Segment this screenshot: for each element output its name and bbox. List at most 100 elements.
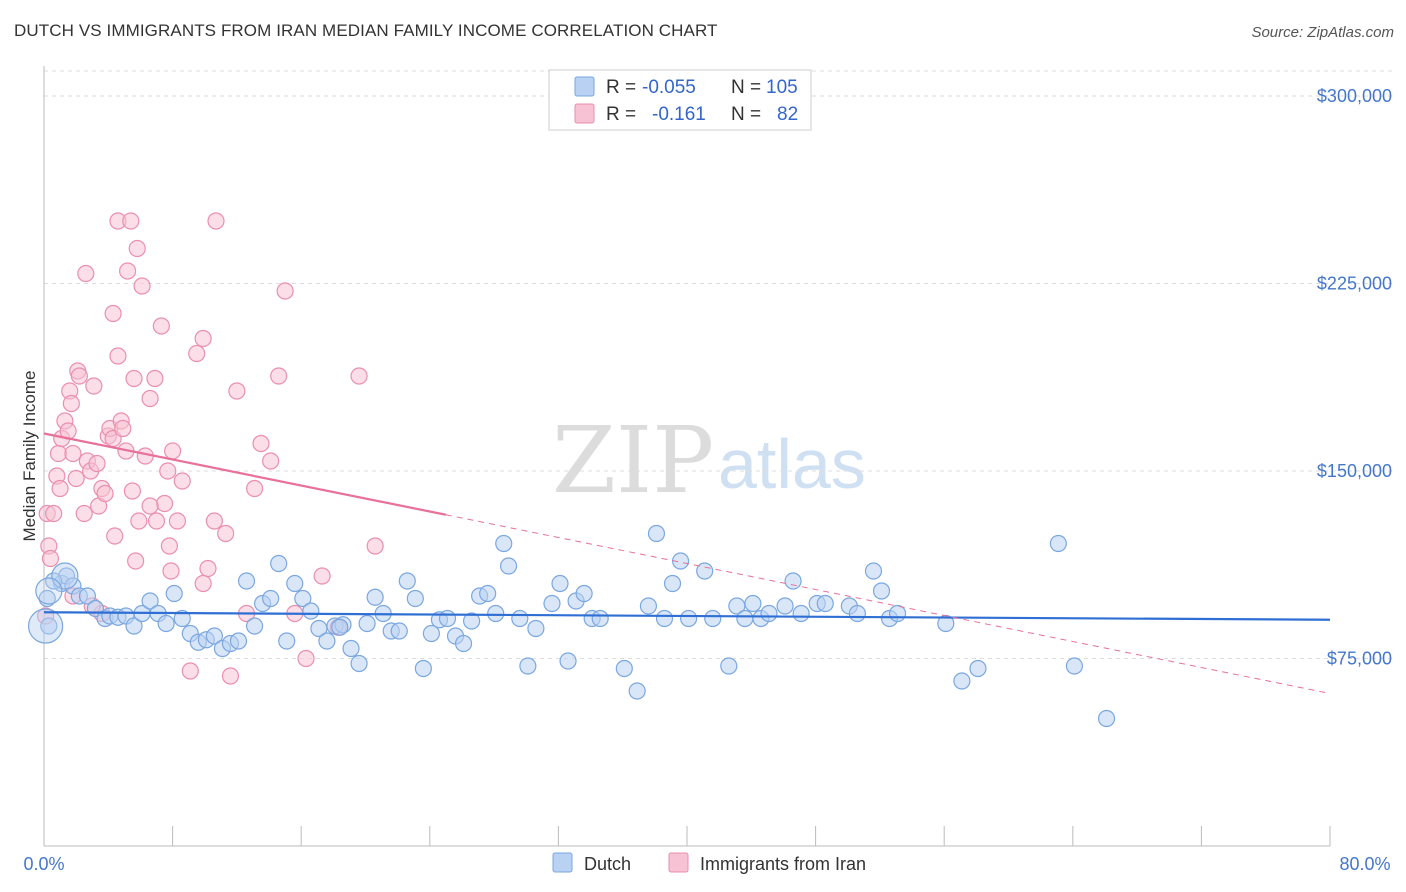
- x-tick-label-min: 0.0%: [23, 854, 64, 874]
- iran-point: [70, 367, 88, 385]
- x-ticks: [172, 826, 1331, 846]
- legend-n-label-iran: N =: [731, 104, 761, 125]
- iran-point: [199, 559, 217, 578]
- dutch-point: [639, 597, 658, 615]
- iran-point: [77, 264, 95, 283]
- iran-point: [155, 494, 174, 513]
- iran-point: [205, 512, 223, 530]
- dutch-point: [663, 574, 682, 593]
- iran-point: [162, 562, 180, 580]
- dutch-point: [527, 619, 545, 638]
- iran-point: [141, 497, 159, 515]
- iran-point: [45, 504, 63, 523]
- dutch-point: [318, 632, 336, 650]
- dutch-point: [720, 657, 738, 675]
- trend-lines: [43, 432, 1331, 694]
- dutch-point: [872, 582, 891, 600]
- iran-point: [181, 662, 199, 680]
- dutch-point: [1097, 709, 1116, 728]
- dutch-point: [398, 572, 416, 590]
- dutch-point: [543, 594, 561, 613]
- chart-title: DUTCH VS IMMIGRANTS FROM IRAN MEDIAN FAM…: [14, 21, 718, 40]
- legend-swatch-iran: [574, 103, 595, 124]
- dutch-point: [519, 657, 537, 675]
- dutch-point: [165, 584, 183, 603]
- dutch-point: [406, 589, 424, 608]
- iran-point: [207, 212, 225, 230]
- iran-point: [49, 444, 68, 463]
- dutch-point: [680, 609, 698, 628]
- iran-point: [118, 262, 137, 280]
- iran-point: [130, 512, 148, 530]
- dutch-point: [591, 609, 609, 628]
- dutch-point: [302, 602, 320, 620]
- dutch-point: [487, 604, 505, 623]
- iran-point: [96, 484, 114, 503]
- dutch-point: [454, 634, 473, 653]
- dutch-point: [141, 592, 159, 610]
- dutch-point: [262, 589, 280, 608]
- dutch-point: [331, 618, 349, 636]
- iran-point: [350, 367, 368, 385]
- bottom-legend-swatch-iran: [668, 852, 689, 873]
- dutch-point: [647, 524, 666, 543]
- iran-point: [366, 537, 384, 555]
- dutch-point: [776, 597, 794, 615]
- iran-point: [123, 482, 142, 500]
- series-iran-points: [37, 212, 384, 685]
- iran-point: [128, 239, 146, 258]
- iran-point: [160, 537, 178, 555]
- dutch-point: [342, 639, 360, 658]
- dutch-point: [628, 682, 646, 700]
- dutch-point: [270, 554, 288, 573]
- iran-point: [270, 367, 288, 385]
- dutch-point: [655, 609, 674, 628]
- dutch-point: [390, 622, 408, 640]
- iran-point: [104, 304, 122, 323]
- y-tick-labels: $75,000 $150,000 $225,000 $300,000: [1317, 86, 1392, 669]
- dutch-point: [696, 562, 714, 580]
- iran-point: [194, 329, 212, 348]
- bottom-legend-label-iran: Immigrants from Iran: [700, 854, 866, 874]
- source-label: Source: ZipAtlas.com: [1251, 24, 1394, 41]
- bottom-legend-swatch-dutch: [552, 852, 573, 873]
- dutch-point: [237, 572, 256, 590]
- dutch-point: [278, 632, 296, 650]
- dutch-point: [366, 588, 384, 606]
- iran-point: [313, 567, 331, 585]
- dutch-point: [744, 594, 762, 613]
- iran-point: [159, 462, 177, 480]
- iran-point: [64, 444, 82, 463]
- y-tick-label: $150,000: [1317, 461, 1392, 481]
- dutch-point: [173, 609, 191, 628]
- dutch-point-large: [35, 577, 63, 605]
- dutch-point: [615, 659, 633, 678]
- legend-n-label-dutch: N =: [731, 77, 761, 98]
- dutch-point: [511, 609, 529, 628]
- dutch-point: [350, 654, 368, 673]
- dutch-point: [294, 589, 312, 608]
- series-dutch-points: [28, 524, 1116, 728]
- legend: R = -0.055 N = 105 R = -0.161 N = 82: [548, 69, 812, 131]
- gridlines: [44, 70, 1392, 659]
- watermark-atlas: atlas: [718, 425, 866, 503]
- iran-point: [51, 479, 69, 498]
- dutch-point: [704, 609, 722, 628]
- legend-n-value-iran: 82: [777, 104, 798, 125]
- legend-r-label-iran: R =: [606, 104, 636, 125]
- dutch-point: [495, 534, 513, 553]
- dutch-point: [792, 604, 810, 623]
- dutch-point: [888, 604, 907, 623]
- iran-point: [245, 479, 264, 498]
- dutch-point: [551, 574, 569, 593]
- dutch-trend-line: [43, 611, 1331, 621]
- iran-point: [147, 512, 166, 530]
- iran-point: [228, 382, 246, 400]
- iran-point: [67, 469, 85, 488]
- dutch-point: [848, 604, 866, 623]
- bottom-legend-label-dutch: Dutch: [584, 854, 631, 874]
- iran-trend-line-solid: [43, 432, 447, 516]
- iran-point: [114, 419, 132, 438]
- dutch-point: [205, 627, 223, 645]
